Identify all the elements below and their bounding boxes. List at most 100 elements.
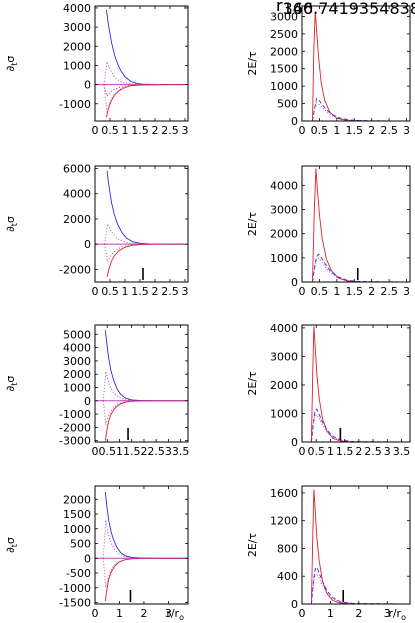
x-tick-label: 1.5 — [131, 124, 149, 137]
x-tick-label: 0.5 — [311, 124, 329, 137]
x-unit-label: r/ro — [388, 607, 406, 622]
y-tick-label: 3000 — [63, 21, 91, 34]
x-tick-label: 1.5 — [346, 285, 364, 298]
series-red-solid-0 — [312, 168, 407, 282]
series-red-solid-0 — [312, 11, 407, 121]
y-tick-label: 3000 — [270, 350, 298, 363]
series-red-dotted-4 — [103, 84, 186, 98]
x-tick-label: 0.5 — [311, 285, 329, 298]
x-tick-label: 1 — [333, 124, 340, 137]
y-tick-label: 2000 — [63, 40, 91, 53]
x-tick-label: 1.5 — [131, 285, 149, 298]
x-tick-label: 2.5 — [161, 124, 179, 137]
y-tick-label: 6000 — [63, 163, 91, 176]
y-tick-label: -2000 — [59, 263, 91, 276]
panel-row4-right: 01230400800120016002E/τr346.210526315789… — [246, 485, 411, 622]
x-tick-label: 3 — [182, 285, 189, 298]
x-tick-label: 2 — [152, 124, 159, 137]
x-tick-label: 3 — [384, 445, 391, 458]
x-tick-label: 2.5 — [380, 285, 398, 298]
y-tick-label: 0 — [291, 436, 298, 449]
x-tick-label: 2 — [368, 285, 375, 298]
y-axis-label: ∂tσ — [4, 537, 19, 553]
x-tick-label: 3 — [403, 285, 410, 298]
series-red-solid-0 — [310, 489, 408, 604]
x-tick-label: 2 — [355, 607, 362, 620]
y-tick-label: 1600 — [270, 487, 298, 500]
x-tick-label: 2 — [368, 124, 375, 137]
y-tick-label: 0 — [84, 79, 91, 92]
x-tick-label: 2.5 — [364, 445, 382, 458]
series-magenta-dotted-2 — [104, 222, 186, 245]
y-tick-label: 4000 — [63, 2, 91, 15]
x-tick-label: 0 — [92, 445, 99, 458]
x-tick-label: 0 — [299, 607, 306, 620]
y-tick-label: -1500 — [59, 597, 91, 610]
series-blue-dashed-1 — [310, 566, 408, 604]
y-tick-label: 0 — [291, 276, 298, 289]
y-tick-label: 2000 — [270, 379, 298, 392]
x-tick-label: 3 — [182, 124, 189, 137]
axes-frame — [94, 324, 189, 443]
y-tick-label: 2000 — [270, 45, 298, 58]
y-tick-label: 1000 — [270, 252, 298, 265]
x-tick-label: 0 — [299, 445, 306, 458]
y-tick-label: 0 — [291, 598, 298, 611]
axes-frame — [94, 165, 189, 283]
x-tick-label: 1.5 — [336, 445, 354, 458]
x-tick-label: 3.5 — [172, 445, 190, 458]
x-tick-label: 1.5 — [346, 124, 364, 137]
x-tick-label: 0 — [92, 285, 99, 298]
series-magenta-dotted-3 — [102, 400, 186, 425]
y-tick-label: 2000 — [63, 368, 91, 381]
axes-frame — [301, 324, 411, 443]
y-tick-label: 3000 — [63, 355, 91, 368]
y-tick-label: 1500 — [63, 508, 91, 521]
y-tick-label: 1000 — [63, 381, 91, 394]
x-tick-label: 1 — [327, 445, 334, 458]
y-tick-label: -2000 — [59, 421, 91, 434]
x-tick-label: 3 — [403, 124, 410, 137]
y-tick-label: 4000 — [270, 322, 298, 335]
x-tick-label: 1 — [116, 445, 123, 458]
axes-frame — [301, 5, 411, 122]
series-blue-dashed-1 — [310, 408, 408, 442]
y-tick-label: 0 — [84, 395, 91, 408]
series-blue-dashed-1 — [312, 253, 407, 282]
y-tick-label: 4000 — [270, 179, 298, 192]
y-tick-label: -1000 — [59, 582, 91, 595]
y-tick-label: 1000 — [270, 407, 298, 420]
x-tick-label: 1.5 — [123, 445, 141, 458]
x-tick-label: 0 — [92, 607, 99, 620]
panel-row3-right: 00.511.522.533.5010002000300040002E/τr34… — [246, 322, 411, 458]
y-tick-label: -3000 — [59, 435, 91, 448]
y-tick-label: 2000 — [270, 228, 298, 241]
y-axis-label: ∂tσ — [4, 376, 19, 392]
series-red-solid-1 — [105, 84, 186, 118]
y-tick-label: -500 — [66, 567, 91, 580]
y-axis-label: 2E/τ — [246, 51, 259, 76]
series-red-solid-1 — [104, 557, 186, 602]
y-tick-label: 2000 — [63, 213, 91, 226]
y-axis-label: ∂tσ — [4, 216, 19, 232]
y-tick-label: 2500 — [270, 28, 298, 41]
y-tick-label: 0 — [291, 115, 298, 128]
y-tick-label: 5000 — [63, 328, 91, 341]
x-tick-label: 2.5 — [147, 445, 165, 458]
axes-frame — [94, 485, 189, 605]
axes-frame — [301, 485, 411, 605]
y-tick-label: 1000 — [270, 80, 298, 93]
x-tick-label: 3 — [384, 607, 391, 620]
panel-row2-right: 0 0.5 1 1.5 2 2.5 3 0 1000 2000 3000 4000 2E/τ r360.7… — [246, 0, 415, 298]
x-tick-label: 2 — [140, 445, 147, 458]
rcphi-label: r146 — [276, 0, 313, 18]
x-tick-label: 0.5 — [101, 285, 119, 298]
x-tick-label: 2.5 — [161, 285, 179, 298]
y-tick-label: -1000 — [59, 408, 91, 421]
x-tick-label: 0 — [299, 124, 306, 137]
x-tick-label: 2 — [140, 607, 147, 620]
x-tick-label: 0.5 — [98, 445, 116, 458]
